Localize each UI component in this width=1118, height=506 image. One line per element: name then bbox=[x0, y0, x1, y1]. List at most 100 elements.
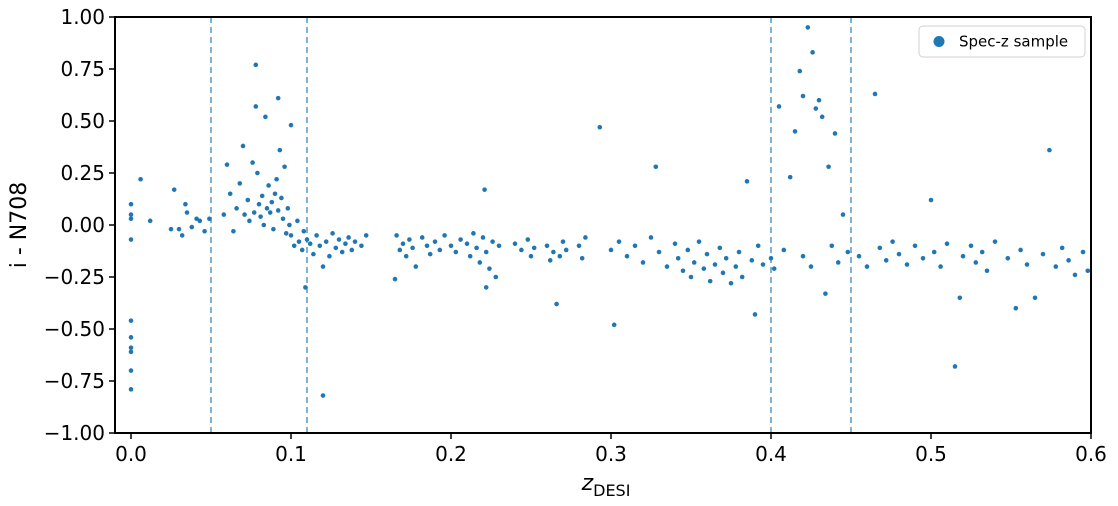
point bbox=[327, 253, 332, 259]
point bbox=[227, 191, 233, 197]
point bbox=[808, 264, 814, 269]
point bbox=[333, 245, 339, 251]
point bbox=[359, 243, 364, 249]
point bbox=[410, 245, 415, 251]
x-tick-label: 0.0 bbox=[115, 442, 147, 466]
point bbox=[272, 191, 278, 197]
point bbox=[288, 233, 294, 238]
point bbox=[856, 253, 862, 259]
point bbox=[1080, 249, 1086, 255]
point bbox=[291, 243, 297, 249]
y-tick-label: 0.25 bbox=[60, 161, 105, 185]
point bbox=[816, 97, 822, 103]
point bbox=[640, 260, 646, 265]
point bbox=[271, 226, 276, 232]
y-tick-label: −1.00 bbox=[44, 421, 105, 445]
point bbox=[480, 235, 486, 240]
point bbox=[672, 241, 678, 247]
point bbox=[237, 181, 243, 186]
point bbox=[413, 264, 419, 269]
point bbox=[771, 266, 777, 271]
point bbox=[255, 170, 260, 176]
plot-frame bbox=[114, 16, 1092, 434]
point bbox=[202, 228, 207, 234]
point bbox=[845, 249, 851, 255]
point bbox=[1066, 258, 1071, 263]
point bbox=[554, 301, 559, 307]
point bbox=[720, 270, 726, 276]
point bbox=[171, 187, 177, 192]
point bbox=[295, 218, 300, 224]
point bbox=[563, 247, 569, 253]
point bbox=[883, 258, 889, 263]
point bbox=[781, 247, 787, 253]
y-tick-label: 0.00 bbox=[60, 213, 105, 237]
point bbox=[952, 364, 958, 369]
point bbox=[490, 239, 495, 244]
point bbox=[896, 251, 902, 257]
point bbox=[427, 251, 433, 257]
point bbox=[464, 241, 470, 247]
point bbox=[493, 274, 499, 280]
point bbox=[242, 212, 247, 217]
point bbox=[128, 201, 134, 207]
point bbox=[912, 243, 918, 249]
point bbox=[250, 160, 255, 165]
point bbox=[397, 247, 403, 253]
point bbox=[826, 164, 831, 170]
point bbox=[240, 143, 246, 149]
point bbox=[704, 251, 710, 257]
point bbox=[496, 243, 502, 249]
point bbox=[311, 251, 316, 257]
point bbox=[403, 253, 409, 259]
y-tick-label: 1.00 bbox=[60, 5, 105, 29]
point bbox=[872, 91, 878, 97]
point bbox=[147, 218, 153, 224]
point bbox=[317, 243, 323, 249]
point bbox=[864, 264, 870, 269]
point bbox=[739, 274, 745, 280]
point bbox=[320, 393, 326, 398]
point bbox=[960, 253, 966, 259]
point bbox=[458, 237, 463, 242]
point bbox=[691, 260, 697, 265]
y-tick-label: 0.50 bbox=[60, 109, 105, 133]
point bbox=[477, 260, 483, 265]
point bbox=[253, 62, 259, 68]
point bbox=[792, 129, 798, 134]
point bbox=[183, 201, 188, 207]
point bbox=[1072, 272, 1078, 278]
point bbox=[197, 218, 203, 224]
point bbox=[944, 241, 950, 247]
point bbox=[701, 266, 707, 271]
point bbox=[576, 243, 582, 249]
point bbox=[616, 239, 622, 244]
point bbox=[352, 239, 358, 244]
point bbox=[231, 228, 236, 234]
x-label-subscript: DESI bbox=[593, 481, 630, 500]
point bbox=[717, 245, 723, 251]
legend-marker bbox=[933, 36, 945, 47]
point bbox=[263, 114, 268, 120]
point bbox=[323, 239, 329, 244]
point bbox=[752, 312, 758, 317]
y-tick-label: −0.50 bbox=[44, 317, 105, 341]
point bbox=[336, 237, 342, 242]
point bbox=[275, 208, 281, 213]
point bbox=[656, 249, 662, 255]
point bbox=[973, 260, 979, 265]
point bbox=[277, 147, 283, 153]
point bbox=[840, 212, 846, 217]
point bbox=[890, 239, 895, 244]
point bbox=[624, 253, 630, 259]
point bbox=[755, 243, 761, 249]
point bbox=[1059, 245, 1065, 251]
point bbox=[736, 249, 742, 255]
point bbox=[128, 318, 134, 323]
x-tick-label: 0.6 bbox=[1075, 442, 1107, 466]
point bbox=[547, 258, 553, 263]
point bbox=[611, 322, 617, 328]
point bbox=[712, 262, 718, 267]
point bbox=[299, 247, 305, 253]
